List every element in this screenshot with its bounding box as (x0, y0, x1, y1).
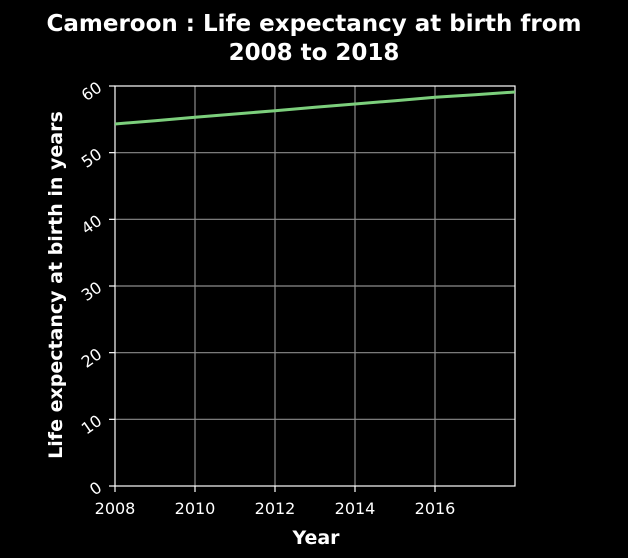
chart-title-line-1: Cameroon : Life expectancy at birth from (46, 11, 581, 37)
series-lines (114, 90, 516, 126)
x-tick-label: 2012 (255, 499, 296, 518)
x-tick-label: 2016 (415, 499, 456, 518)
grid-lines (115, 86, 515, 486)
x-axis-label: Year (291, 527, 340, 549)
x-tick-label: 2014 (335, 499, 376, 518)
x-tick-label: 2008 (95, 499, 136, 518)
series-line (114, 90, 516, 126)
x-tick-label: 2010 (175, 499, 216, 518)
chart-title-line-2: 2008 to 2018 (229, 40, 400, 66)
y-axis-label: Life expectancy at birth in years (45, 111, 67, 459)
